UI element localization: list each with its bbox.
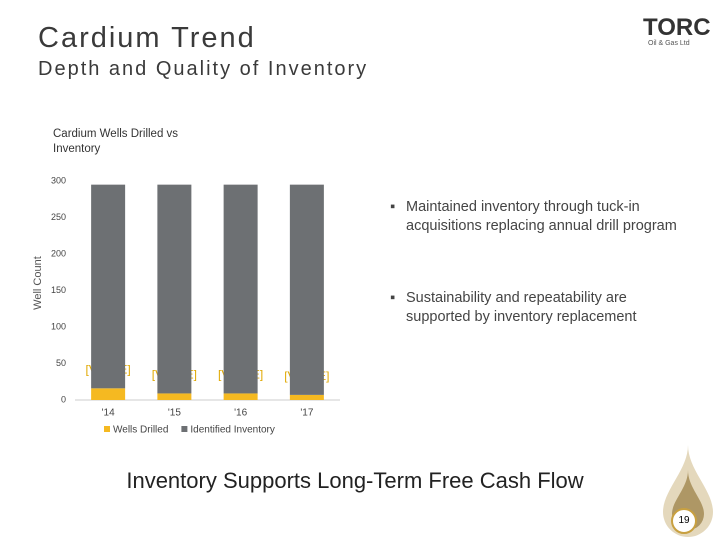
bar-segment: [289, 394, 324, 400]
bullet: Sustainability and repeatability are sup…: [390, 289, 691, 327]
legend-swatch: [181, 426, 188, 432]
legend-label: Wells Drilled: [113, 425, 168, 436]
y-tick-label: 300: [51, 175, 66, 185]
y-axis-label: Well Count: [32, 256, 44, 310]
footer-text: Inventory Supports Long-Term Free Cash F…: [126, 468, 584, 493]
y-tick-label: 50: [56, 358, 66, 368]
bar-segment: [223, 184, 258, 394]
x-tick-label: '17: [300, 408, 313, 419]
x-tick-label: '14: [102, 408, 115, 419]
bar-segment: [157, 393, 192, 400]
slide-title: Cardium Trend: [38, 22, 256, 54]
y-tick-label: 200: [51, 248, 66, 258]
x-tick-label: '15: [168, 408, 181, 419]
legend-swatch: [104, 426, 110, 432]
y-tick-label: 150: [51, 285, 66, 295]
legend-label: Identified Inventory: [190, 425, 275, 436]
logo: TORC: [643, 14, 711, 41]
bar-segment: [91, 388, 126, 400]
slide-subtitle: Depth and Quality of Inventory: [38, 58, 369, 80]
bar-segment: [157, 184, 192, 394]
x-tick-label: '16: [234, 408, 247, 419]
y-tick-label: 100: [51, 321, 66, 331]
y-tick-label: 250: [51, 212, 66, 222]
chart-title: Cardium Wells Drilled vs Inventory: [53, 128, 179, 155]
logo-subtext: Oil & Gas Ltd: [648, 40, 690, 47]
bar-segment: [289, 184, 324, 395]
bar-segment: [223, 393, 258, 400]
page-number: 19: [671, 508, 697, 534]
bar-segment: [91, 184, 126, 389]
y-tick-label: 0: [61, 394, 66, 404]
bullet: Maintained inventory through tuck-in acq…: [390, 198, 691, 236]
